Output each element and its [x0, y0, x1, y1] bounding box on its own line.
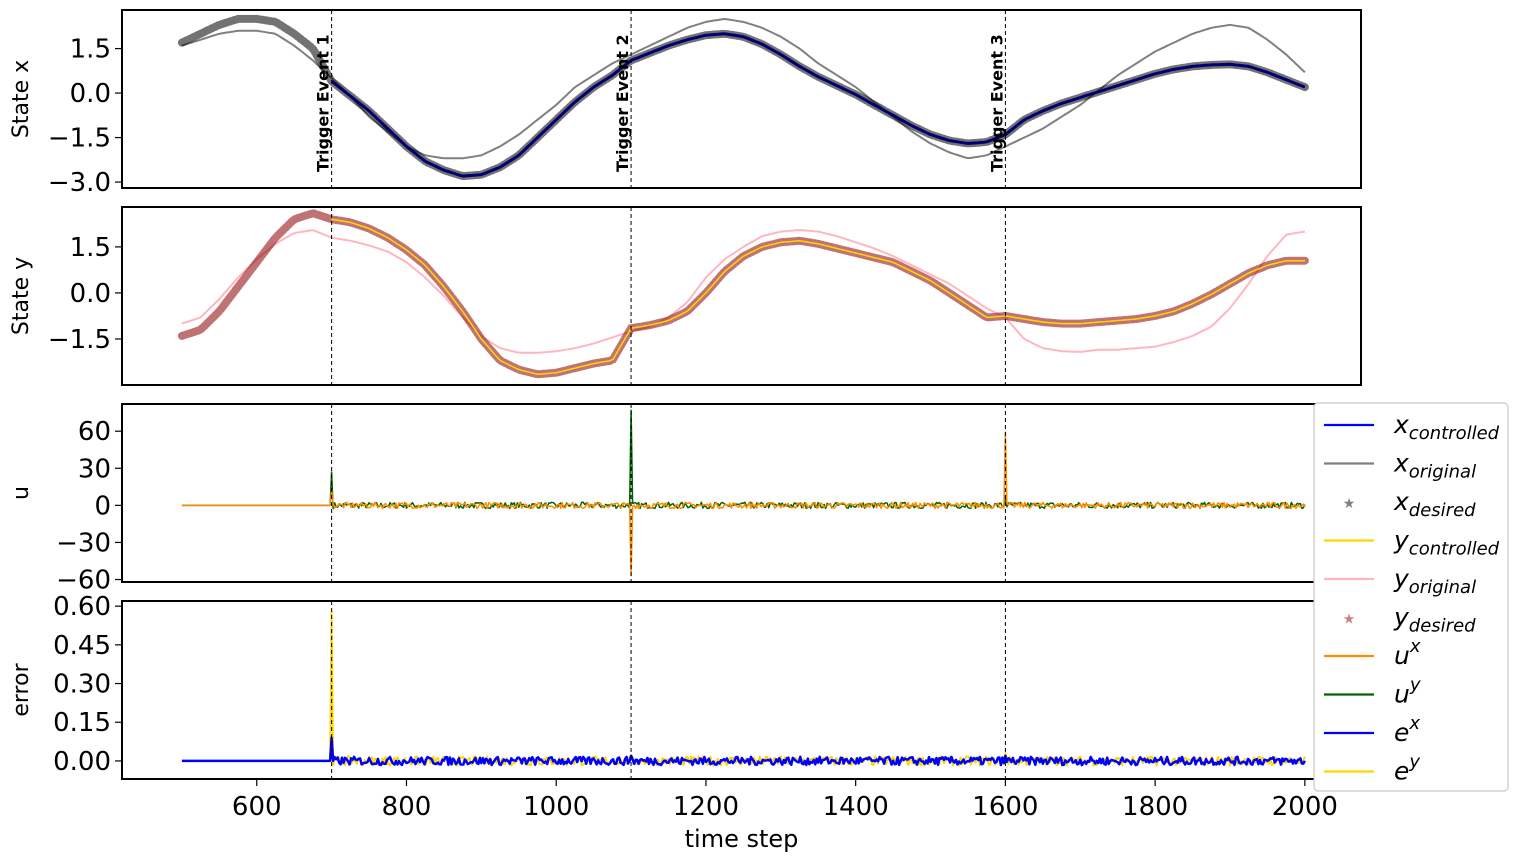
panel-1: 1.5 0.0 −1.5 State y — [9, 206, 1362, 386]
x-tick-label: 600 — [232, 792, 282, 822]
legend-entry-label: xoriginal — [1393, 449, 1476, 483]
series-line-e_x — [181, 736, 1306, 767]
panel-2: 60 30 0 −30 −60 u — [9, 403, 1362, 596]
y-tick-label: 1.5 — [70, 233, 111, 263]
x-axis-label: time step — [685, 825, 799, 853]
y-axis-label: State y — [9, 257, 34, 335]
series-line-x_original — [181, 18, 1306, 160]
y-tick-label: −60 — [56, 566, 111, 596]
legend-entry-label: uy — [1394, 675, 1421, 709]
legend-entry-label: xdesired — [1393, 487, 1476, 521]
x-tick-label: 800 — [382, 792, 432, 822]
y-tick-label: −1.5 — [48, 124, 111, 154]
y-tick-label: 0.45 — [53, 631, 111, 661]
legend-entry-label: ux — [1394, 636, 1421, 670]
series-line-x_controlled — [330, 32, 1306, 178]
y-axis-label: State x — [9, 60, 34, 138]
series-line-u_x — [181, 431, 1306, 577]
legend-entry-label: ydesired — [1393, 603, 1476, 637]
y-tick-label: 0.00 — [53, 747, 111, 777]
y-tick-label: 60 — [78, 417, 111, 447]
series-line-e_y — [181, 610, 1306, 767]
y-tick-label: 0.30 — [53, 670, 111, 700]
y-tick-label: 30 — [78, 454, 111, 484]
legend-entry-label: ey — [1394, 752, 1420, 786]
x-tick-label: 1400 — [823, 792, 889, 822]
panel-0: 1.5 0.0 −1.5 −3.0 State x Trigger Event 1 Trig… — [9, 9, 1362, 198]
y-axis-label: error — [9, 662, 34, 716]
legend-entry-label: ycontrolled — [1393, 526, 1500, 560]
panel-frame — [121, 9, 1362, 189]
y-tick-label: −30 — [56, 528, 111, 558]
panel-frame — [121, 206, 1362, 386]
panel-frame — [121, 403, 1362, 583]
y-tick-label: −1.5 — [48, 325, 111, 355]
plot-area — [177, 209, 1309, 379]
series-line-y_desired — [177, 209, 1309, 379]
trigger-label: Trigger Event 3 — [987, 34, 1006, 172]
plot-area — [181, 610, 1306, 767]
legend-entry-label: ex — [1394, 713, 1420, 747]
trigger-label: Trigger Event 2 — [613, 34, 632, 172]
legend-swatch: ★ — [1343, 496, 1356, 512]
series-line-y_original — [181, 229, 1306, 354]
series-line-x_desired — [177, 14, 1309, 181]
y-axis-label: u — [9, 486, 34, 500]
legend-entry-label: yoriginal — [1393, 564, 1476, 598]
panel-3: 0.60 0.45 0.30 0.15 0.00 error — [9, 592, 1362, 780]
x-tick-label: 1200 — [673, 792, 739, 822]
x-tick-label: 1600 — [972, 792, 1038, 822]
y-tick-label: 0.15 — [53, 708, 111, 738]
y-tick-label: 0.0 — [70, 79, 111, 109]
x-tick-label: 2000 — [1272, 792, 1338, 822]
x-tick-label: 1800 — [1122, 792, 1188, 822]
series-line-y_controlled — [331, 218, 1305, 375]
y-tick-label: 0.0 — [70, 279, 111, 309]
y-tick-label: 1.5 — [70, 35, 111, 65]
plot-area — [177, 14, 1309, 181]
y-tick-label: −3.0 — [48, 168, 111, 198]
y-tick-label: 0.60 — [53, 592, 111, 622]
legend-entry-label: xcontrolled — [1393, 410, 1500, 444]
series-line-u_y — [181, 409, 1306, 510]
trigger-label: Trigger Event 1 — [314, 34, 333, 172]
x-tick-label: 1000 — [523, 792, 589, 822]
plot-area — [181, 409, 1306, 577]
y-tick-label: 0 — [94, 491, 111, 521]
legend-swatch: ★ — [1343, 612, 1356, 628]
panel-frame — [121, 600, 1362, 780]
